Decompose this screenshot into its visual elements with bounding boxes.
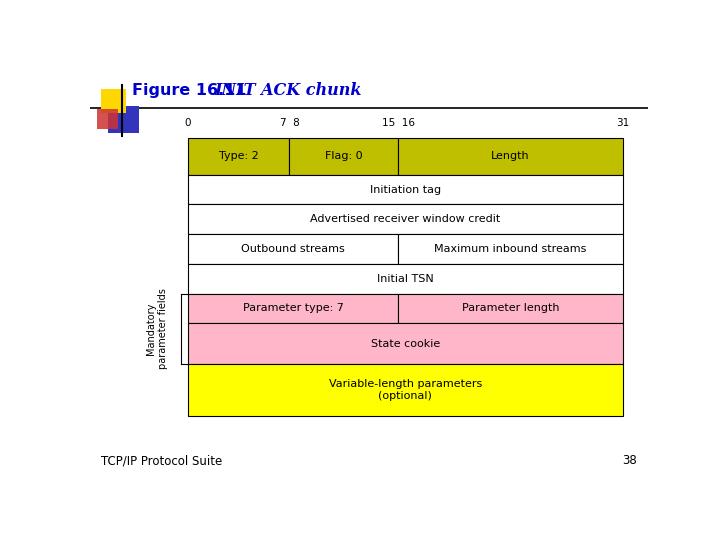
Text: Advertised receiver window credit: Advertised receiver window credit: [310, 214, 500, 224]
Text: Initial TSN: Initial TSN: [377, 274, 433, 284]
Bar: [101, 89, 126, 113]
Bar: [398, 294, 623, 323]
Text: 38: 38: [622, 454, 637, 467]
Text: Type: 2: Type: 2: [219, 151, 258, 161]
Text: Parameter length: Parameter length: [462, 303, 559, 313]
Text: Mandatory
parameter fields: Mandatory parameter fields: [146, 288, 168, 369]
Bar: [188, 294, 398, 323]
Bar: [398, 234, 623, 264]
Text: 31: 31: [616, 118, 629, 129]
Bar: [188, 323, 623, 364]
Bar: [96, 109, 118, 129]
Text: Figure 16.11: Figure 16.11: [132, 84, 269, 98]
Bar: [109, 106, 139, 133]
Text: 0: 0: [184, 118, 191, 129]
Text: Initiation tag: Initiation tag: [369, 185, 441, 194]
Bar: [188, 205, 623, 234]
Text: Length: Length: [491, 151, 530, 161]
Bar: [188, 175, 623, 205]
Bar: [398, 138, 623, 175]
Text: TCP/IP Protocol Suite: TCP/IP Protocol Suite: [101, 454, 222, 467]
Text: Variable-length parameters
(optional): Variable-length parameters (optional): [328, 379, 482, 401]
Text: Flag: 0: Flag: 0: [325, 151, 363, 161]
Text: 7  8: 7 8: [279, 118, 300, 129]
Bar: [188, 364, 623, 416]
Text: INIT ACK chunk: INIT ACK chunk: [215, 83, 362, 99]
Bar: [289, 138, 398, 175]
Bar: [188, 234, 398, 264]
Bar: [188, 138, 289, 175]
Text: 15  16: 15 16: [382, 118, 415, 129]
Text: Outbound streams: Outbound streams: [241, 244, 345, 254]
Text: Maximum inbound streams: Maximum inbound streams: [434, 244, 587, 254]
Bar: [188, 264, 623, 294]
Text: Parameter type: 7: Parameter type: 7: [243, 303, 343, 313]
Text: State cookie: State cookie: [371, 339, 440, 349]
